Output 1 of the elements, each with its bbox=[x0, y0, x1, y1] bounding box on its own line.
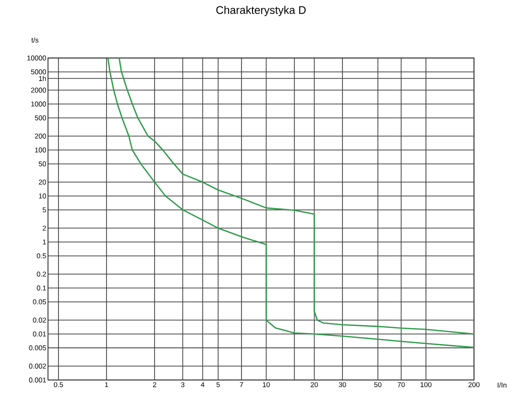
chart-title: Charakterystyka D bbox=[216, 6, 306, 16]
